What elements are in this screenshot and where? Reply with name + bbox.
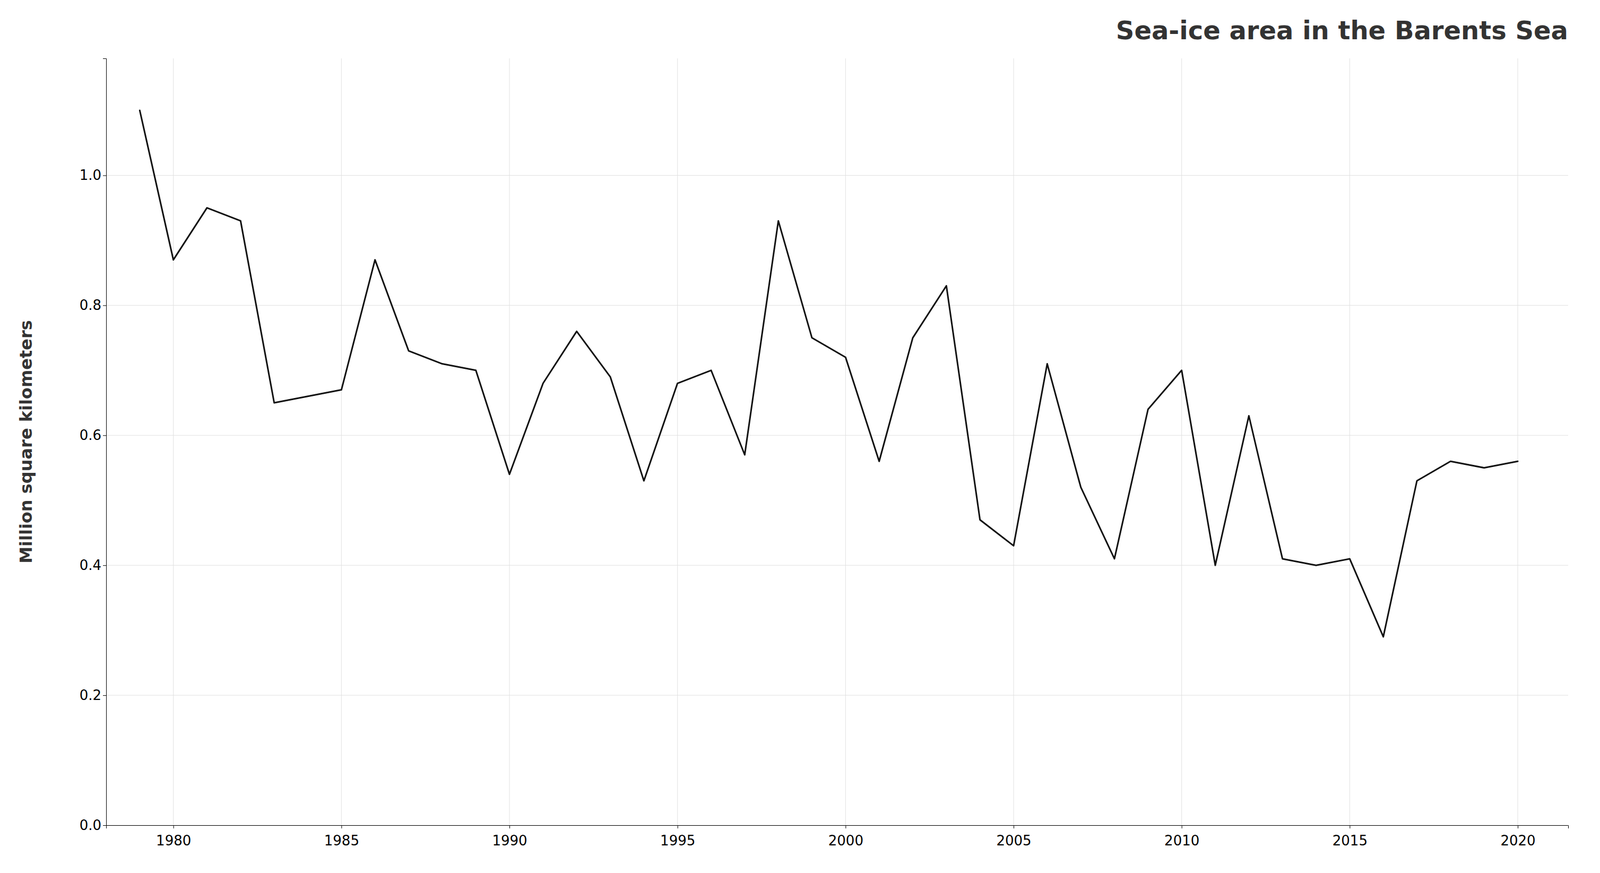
grid xyxy=(106,58,1569,826)
y-tick: 0.4 xyxy=(79,557,107,574)
x-tick: 1985 xyxy=(324,825,360,849)
grid-line-x xyxy=(1181,58,1182,826)
x-tick-label: 2015 xyxy=(1332,832,1368,849)
x-tick: 2020 xyxy=(1500,825,1536,849)
y-tick-mark xyxy=(102,305,107,306)
x-tick: 2015 xyxy=(1332,825,1368,849)
x-tick-label: 1985 xyxy=(324,832,360,849)
grid-line-x xyxy=(1013,58,1015,826)
grid-line-x xyxy=(677,58,678,826)
grid-line-y xyxy=(106,175,1569,176)
x-tick-mark xyxy=(845,825,846,829)
y-tick-mark xyxy=(102,565,107,566)
y-axis-label: Million square kilometers xyxy=(15,320,37,564)
y-axis-line xyxy=(102,58,107,826)
grid-line-y xyxy=(106,305,1569,306)
chart: 1980198519901995200020052010201520200.00… xyxy=(0,0,1600,873)
grid-line-y xyxy=(106,565,1569,566)
x-tick: 1980 xyxy=(156,825,192,849)
y-tick-mark xyxy=(102,695,107,696)
grid-line-x xyxy=(1349,58,1351,826)
marks xyxy=(139,110,1518,637)
x-tick: 2010 xyxy=(1164,825,1200,849)
x-tick: 2000 xyxy=(828,825,864,849)
y-tick: 1.0 xyxy=(79,167,107,184)
x-tick-mark xyxy=(173,825,175,829)
x-tick-label: 2005 xyxy=(996,832,1032,849)
y-tick: 0.8 xyxy=(79,297,107,314)
plot-area: 1980198519901995200020052010201520200.00… xyxy=(79,58,1569,849)
x-tick-mark xyxy=(1349,825,1351,829)
y-tick-label: 0.8 xyxy=(79,297,102,314)
x-tick: 1995 xyxy=(660,825,696,849)
x-tick-label: 2000 xyxy=(828,832,864,849)
y-tick: 0.6 xyxy=(79,427,107,444)
grid-line-x xyxy=(341,58,342,826)
x-tick-mark xyxy=(341,825,342,829)
grid-line-x xyxy=(1517,58,1519,826)
x-axis: 1980 1985 1990 1995 2000 2005 2010 2015 2020 xyxy=(106,825,1569,849)
title: Sea-ice area in the Barents Sea xyxy=(1116,15,1569,46)
x-tick-mark xyxy=(1517,825,1519,829)
x-tick-label: 2020 xyxy=(1500,832,1536,849)
x-tick: 2005 xyxy=(996,825,1032,849)
grid-line-x xyxy=(845,58,846,826)
grid-line-x xyxy=(173,58,174,826)
y-tick-mark xyxy=(102,435,107,436)
x-tick-mark xyxy=(677,825,679,829)
data-line xyxy=(139,110,1518,637)
x-tick-label: 1995 xyxy=(660,832,696,849)
grid-line-y xyxy=(106,435,1569,436)
x-tick: 1990 xyxy=(491,825,527,849)
x-tick-mark xyxy=(1013,825,1015,829)
x-tick-label: 2010 xyxy=(1164,832,1200,849)
y-tick-label: 0.4 xyxy=(79,557,102,574)
y-tick: 0.2 xyxy=(79,687,107,704)
y-tick: 0.0 xyxy=(79,817,107,834)
x-tick-mark xyxy=(1181,825,1183,829)
y-tick-label: 1.0 xyxy=(79,167,102,184)
grid-line-y xyxy=(106,695,1569,696)
y-tick-label: 0.0 xyxy=(79,817,102,834)
y-tick-label: 0.2 xyxy=(79,687,102,704)
grid-line-x xyxy=(509,58,510,826)
x-tick-mark xyxy=(509,825,510,829)
x-tick-label: 1980 xyxy=(156,832,192,849)
y-tick-mark xyxy=(102,825,107,826)
y-tick-label: 0.6 xyxy=(79,427,102,444)
x-axis-line xyxy=(106,825,1569,829)
y-axis: 0.0 0.2 0.4 0.6 0.8 1.0 xyxy=(79,58,107,834)
y-tick-mark xyxy=(102,175,107,176)
x-tick-label: 1990 xyxy=(491,832,527,849)
